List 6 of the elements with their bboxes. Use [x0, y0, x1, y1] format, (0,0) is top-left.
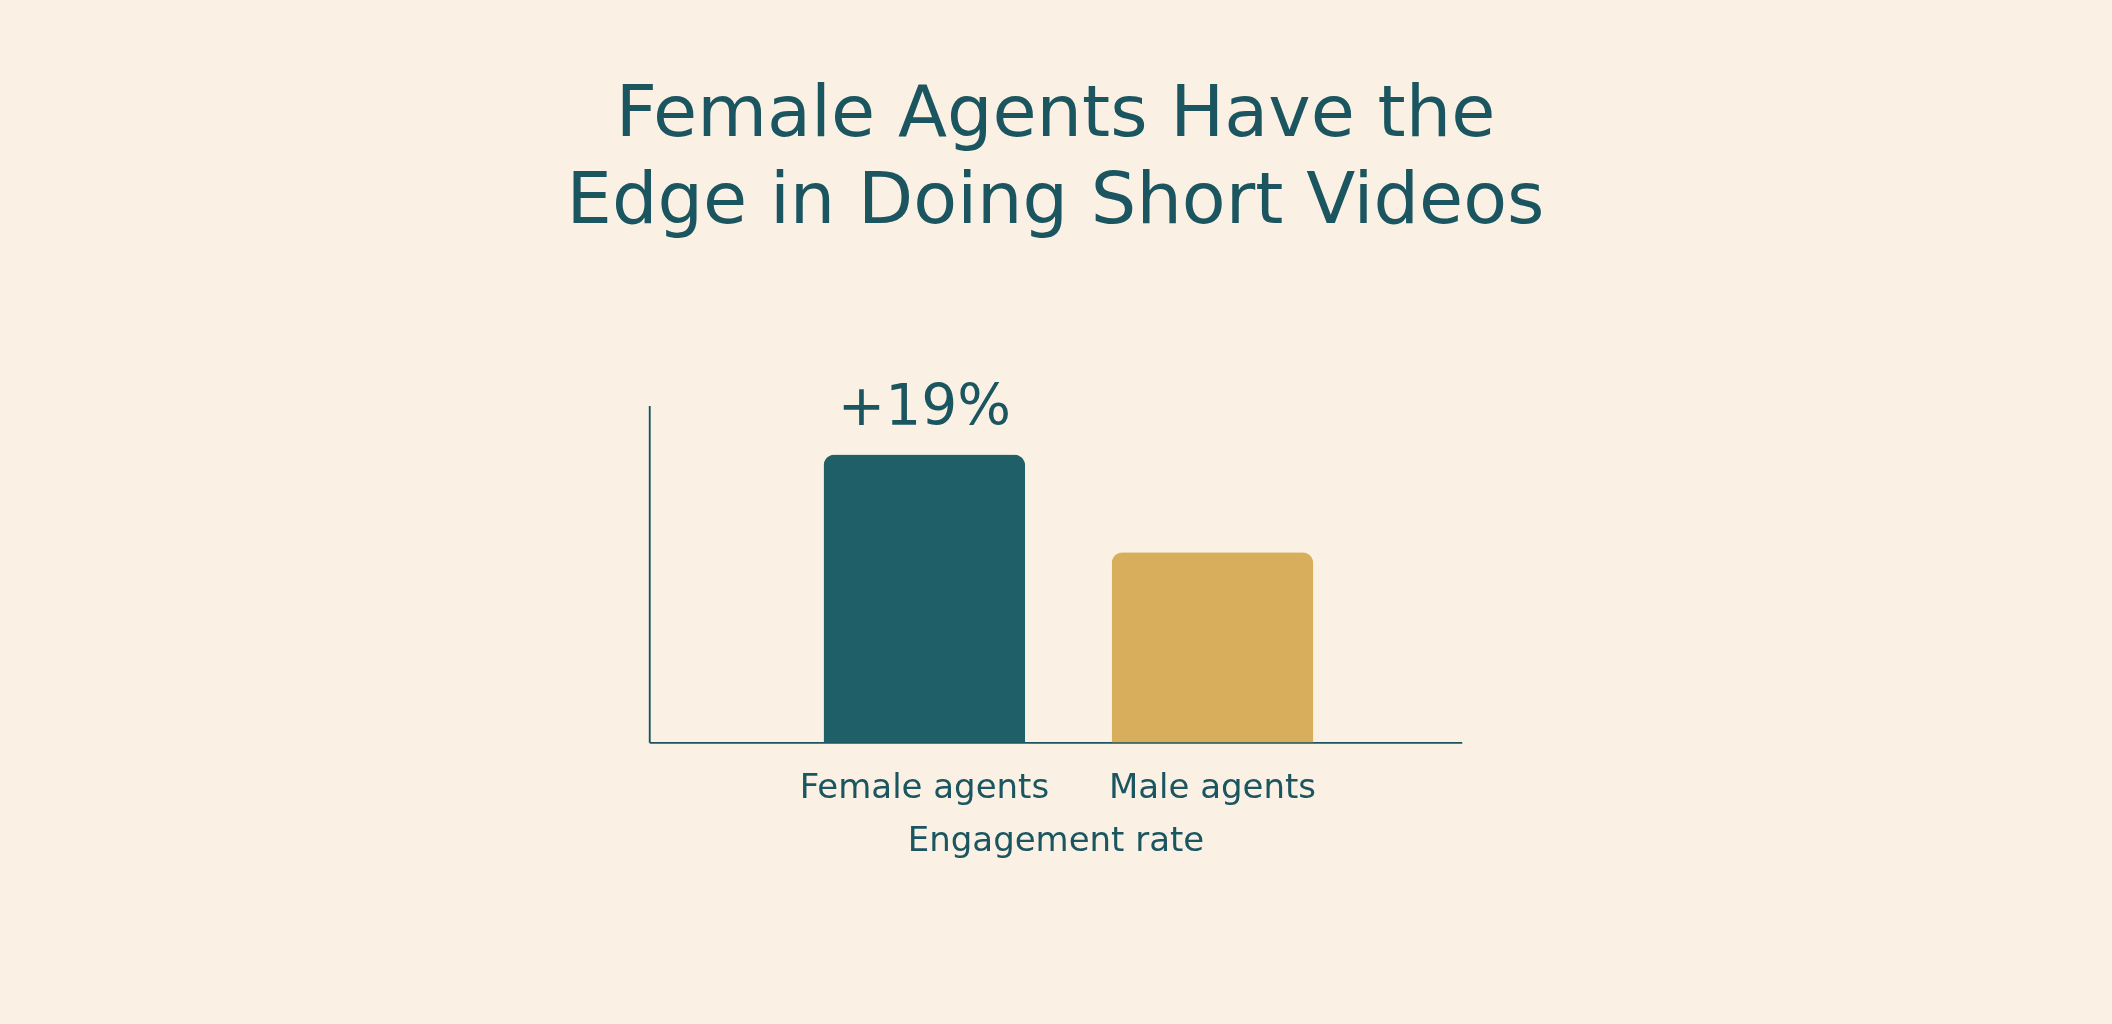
annotation: +19% — [837, 372, 1011, 439]
text: Edge in Doing Short Videos — [566, 156, 1545, 241]
x-axis-title: Engagement rate — [907, 819, 1205, 860]
text: Female Agents Have the — [615, 69, 1496, 154]
x-tick-label: Female agents — [799, 765, 1050, 806]
x-tick-label: Male agents — [1108, 765, 1317, 806]
